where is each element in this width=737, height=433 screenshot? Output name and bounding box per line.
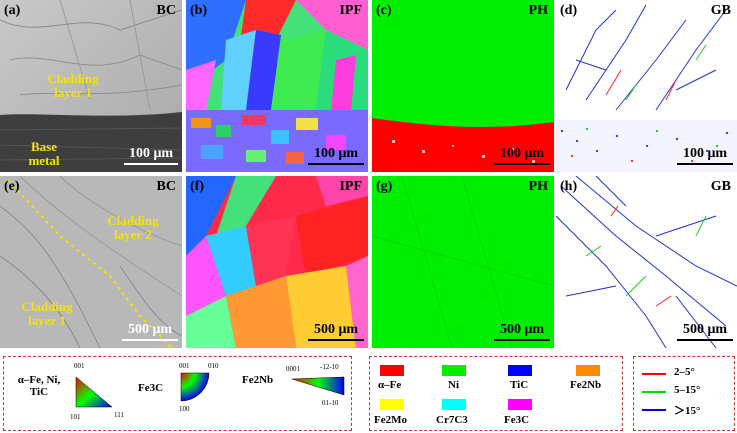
scale-bar: 500 μm	[308, 322, 364, 341]
phase-swatch-afe	[380, 365, 404, 376]
panel-c-phase-map: (c) PH 100 μm	[372, 0, 554, 172]
annotation-base-metal: Base metal	[28, 139, 60, 168]
gb-micrograph-d	[556, 0, 737, 172]
ortho-100-label: 100	[179, 405, 190, 413]
phase-swatch-cr7c3	[442, 399, 466, 410]
phase-label: Fe2Mo	[374, 414, 407, 426]
hex-0110-label: 01-10	[322, 399, 339, 407]
ipf-color-key-legend: α–Fe, Ni, TiC 001 101 111 Fe3C 001 010 1…	[3, 356, 352, 431]
panel-label: (c)	[376, 3, 392, 18]
gb-label: ＞15°	[674, 405, 701, 417]
hexagonal-ipf-key	[291, 376, 345, 396]
panel-b-ipf-map: (b) IPF 100 μm	[186, 0, 368, 172]
phase-label: Fe2Nb	[570, 379, 602, 391]
phase-swatch-ni	[442, 365, 466, 376]
gb-line-5-15	[642, 391, 666, 393]
scale-bar: 100 μm	[308, 146, 364, 165]
grain-boundary-legend: 2–5° 5–15° ＞15°	[633, 356, 735, 431]
phase-color-legend: α–Fe Ni TiC Fe2Nb Fe2Mo Cr7C3 Fe3C	[369, 356, 623, 431]
map-type-label: GB	[710, 179, 731, 194]
phase-label: Cr7C3	[436, 414, 468, 426]
map-type-label: PH	[528, 179, 548, 194]
ipf-micrograph-f	[186, 176, 368, 348]
fe3c-label: Fe3C	[138, 382, 164, 394]
panel-label: (d)	[560, 3, 578, 18]
annotation-cladding-layer-2: Cladding layer 2	[107, 213, 159, 242]
bc-micrograph-e	[0, 176, 182, 348]
gb-micrograph-h	[556, 176, 737, 348]
gb-label: 5–15°	[674, 384, 701, 396]
map-type-label: PH	[528, 3, 548, 18]
phase-swatch-fe2nb	[576, 365, 600, 376]
phase-micrograph-c	[372, 0, 554, 172]
ortho-001-label: 001	[179, 362, 190, 370]
panel-label: (h)	[560, 179, 578, 194]
scale-bar: 100 μm	[124, 146, 178, 165]
scale-bar: 500 μm	[494, 322, 550, 341]
hex-0001-label: 0001	[286, 365, 300, 373]
cubic-001-label: 001	[74, 362, 85, 370]
annotation-cladding-layer: Cladding layer 1	[47, 71, 99, 100]
map-type-label: IPF	[339, 179, 362, 194]
panel-label: (f)	[190, 179, 204, 194]
scale-bar: 100 μm	[677, 146, 733, 165]
map-type-label: BC	[156, 179, 176, 194]
scale-bar: 500 μm	[677, 322, 733, 341]
map-type-label: BC	[156, 3, 176, 18]
map-type-label: IPF	[339, 3, 362, 18]
bc-micrograph-a	[0, 0, 182, 172]
cubic-111-label: 111	[114, 411, 124, 419]
panel-e-bc-map: (e) BC Cladding layer 2 Cladding layer 1…	[0, 176, 182, 348]
phase-label: TiC	[510, 379, 529, 391]
panel-label: (a)	[4, 3, 21, 18]
panel-d-grain-boundary-map: (d) GB 100 μm	[556, 0, 737, 172]
fe2nb-label: Fe2Nb	[242, 374, 274, 386]
orthorhombic-ipf-key	[180, 372, 210, 402]
ortho-010-label: 010	[208, 362, 219, 370]
gb-label: 2–5°	[674, 366, 695, 378]
panel-f-ipf-map: (f) IPF 500 μm	[186, 176, 368, 348]
scale-bar: 500 μm	[122, 322, 178, 341]
map-type-label: GB	[710, 3, 731, 18]
panel-label: (g)	[376, 179, 393, 194]
phase-swatch-fe3c	[508, 399, 532, 410]
phase-label: α–Fe	[378, 379, 402, 391]
panel-g-phase-map: (g) PH 500 μm	[372, 176, 554, 348]
hex-1210-label: -12-10	[320, 363, 339, 371]
phase-label: Fe3C	[504, 414, 530, 426]
phase-swatch-fe2mo	[380, 399, 404, 410]
gb-line-2-5	[642, 373, 666, 375]
phase-micrograph-g	[372, 176, 554, 348]
panel-label: (e)	[4, 179, 20, 194]
cubic-101-label: 101	[70, 413, 81, 421]
phase-label: Ni	[448, 379, 459, 391]
panel-a-bc-map: (a) BC Cladding layer 1 Base metal 100 μ…	[0, 0, 182, 172]
phase-group-label: α–Fe, Ni, TiC	[17, 374, 61, 398]
panel-label: (b)	[190, 3, 208, 18]
gb-line-gt15	[642, 409, 666, 411]
panel-h-grain-boundary-map: (h) GB 500 μm	[556, 176, 737, 348]
cubic-ipf-triangle	[75, 376, 113, 408]
ipf-micrograph-b	[186, 0, 368, 172]
phase-swatch-tic	[508, 365, 532, 376]
annotation-cladding-layer-1: Cladding layer 1	[21, 299, 73, 328]
scale-bar: 100 μm	[494, 146, 550, 165]
